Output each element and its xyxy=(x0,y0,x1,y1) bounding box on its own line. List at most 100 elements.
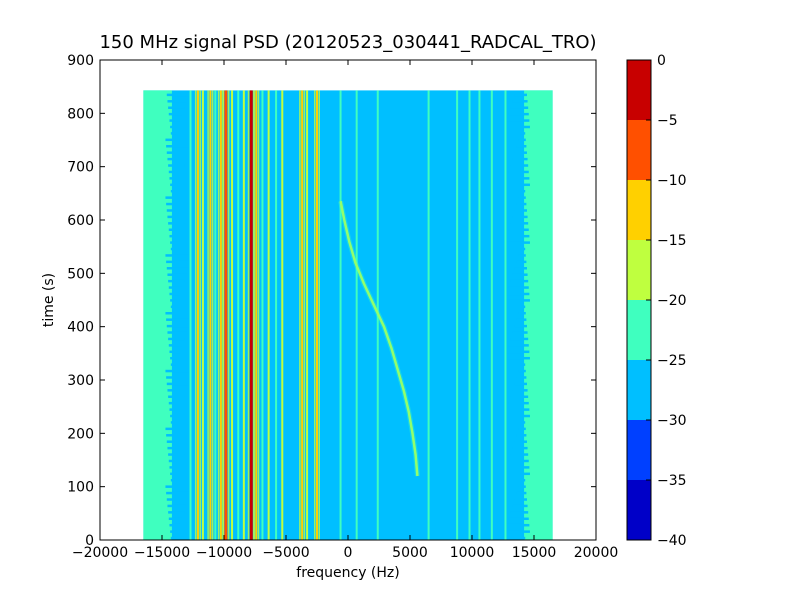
edge-speckle xyxy=(168,222,185,225)
y-tick-label: 700 xyxy=(67,160,94,176)
colorbar-segment xyxy=(627,120,651,180)
edge-speckle xyxy=(168,170,183,174)
edge-speckle xyxy=(506,177,530,180)
edge-speckle xyxy=(516,491,527,495)
edge-speckle xyxy=(170,421,176,424)
edge-speckle xyxy=(516,318,527,321)
edge-speckle xyxy=(166,376,192,379)
edge-speckle xyxy=(168,279,185,283)
edge-speckle xyxy=(170,356,178,360)
edge-speckle xyxy=(512,157,528,161)
spectrum-background xyxy=(143,90,553,540)
edge-speckle xyxy=(512,446,528,450)
edge-speckle xyxy=(504,125,530,129)
edge-speckle xyxy=(170,305,176,309)
edge-speckle xyxy=(170,247,176,251)
signal-line xyxy=(201,90,204,540)
edge-speckle xyxy=(166,318,192,321)
edge-speckle xyxy=(512,389,528,392)
signal-line xyxy=(478,90,481,540)
signal-line-halo xyxy=(257,90,260,540)
signal-line xyxy=(231,90,234,540)
y-axis-label: time (s) xyxy=(41,273,57,327)
edge-speckle xyxy=(516,376,527,379)
edge-speckle xyxy=(169,234,181,238)
edge-speckle xyxy=(168,517,183,521)
band-edge-right-outer xyxy=(524,90,553,540)
edge-speckle xyxy=(166,382,190,386)
signal-line xyxy=(427,90,430,540)
signal-line xyxy=(281,90,284,540)
edge-speckle xyxy=(168,106,185,109)
edge-speckle xyxy=(166,151,190,154)
colorbar-tick-label: −5 xyxy=(657,113,678,129)
edge-speckle xyxy=(167,446,187,450)
plot-area xyxy=(100,60,596,540)
y-axis: 0 100 200 300 400 500 600 700 800 900 xyxy=(67,53,596,549)
edge-speckle xyxy=(510,106,529,109)
edge-speckle xyxy=(520,247,526,251)
y-tick-label: 200 xyxy=(67,426,94,442)
edge-speckle xyxy=(506,523,530,527)
edge-speckle xyxy=(170,478,176,482)
y-tick-label: 100 xyxy=(67,480,94,496)
edge-speckle xyxy=(518,196,526,199)
edge-speckle xyxy=(512,273,528,276)
edge-speckle xyxy=(518,485,526,488)
edge-speckle xyxy=(510,337,529,341)
edge-speckle xyxy=(169,177,181,180)
signal-line-halo xyxy=(217,90,220,540)
edge-speckle xyxy=(504,414,530,418)
colorbar-segment xyxy=(627,60,651,120)
edge-speckle xyxy=(508,286,529,289)
chart-title: 150 MHz signal PSD (20120523_030441_RADC… xyxy=(99,32,596,53)
signal-line-halo xyxy=(194,90,197,540)
edge-speckle xyxy=(168,344,183,347)
edge-speckle xyxy=(516,260,527,264)
edge-speckle xyxy=(166,498,190,501)
x-tick-label: −5000 xyxy=(262,545,309,561)
edge-speckle xyxy=(514,93,527,97)
x-tick-label: 0 xyxy=(344,545,353,561)
edge-speckle xyxy=(512,331,528,334)
edge-speckle xyxy=(168,164,185,167)
edge-speckle xyxy=(166,260,192,264)
colorbar-tick-label: −15 xyxy=(657,233,687,249)
edge-speckle xyxy=(514,382,527,386)
edge-speckle xyxy=(170,189,176,193)
edge-speckle xyxy=(506,466,530,469)
x-tick-label: −20000 xyxy=(72,545,128,561)
edge-speckle xyxy=(170,132,176,135)
edge-speckle xyxy=(170,125,178,129)
edge-speckle xyxy=(166,267,190,270)
edge-speckle xyxy=(165,138,194,142)
y-tick-label: 0 xyxy=(85,533,94,549)
edge-speckle xyxy=(508,459,529,463)
edge-speckle xyxy=(510,395,529,398)
signal-line xyxy=(261,90,264,540)
edge-speckle xyxy=(508,112,529,116)
edge-speckle xyxy=(520,421,526,424)
edge-speckle xyxy=(514,498,527,501)
edge-speckle xyxy=(504,241,530,244)
edge-speckle xyxy=(165,485,194,488)
edge-speckle xyxy=(169,466,181,469)
signal-line xyxy=(189,90,192,540)
edge-speckle xyxy=(518,369,526,373)
signal-line-halo xyxy=(253,90,255,540)
x-axis: −20000 −15000 −10000 −5000 0 5000 10000 15000 20… xyxy=(72,60,618,561)
edge-speckle xyxy=(166,440,190,443)
signal-line xyxy=(249,90,253,540)
x-tick-label: −10000 xyxy=(196,545,252,561)
edge-speckle xyxy=(516,434,527,437)
edge-speckle xyxy=(518,138,526,142)
edge-speckle xyxy=(170,530,178,533)
edge-speckle xyxy=(508,517,529,521)
edge-speckle xyxy=(520,536,526,540)
signal-line-halo xyxy=(314,90,316,540)
edge-speckle xyxy=(520,363,526,366)
y-tick-label: 500 xyxy=(67,266,94,282)
edge-speckle xyxy=(504,356,530,360)
signal-line xyxy=(275,90,278,540)
edge-speckle xyxy=(167,331,187,334)
